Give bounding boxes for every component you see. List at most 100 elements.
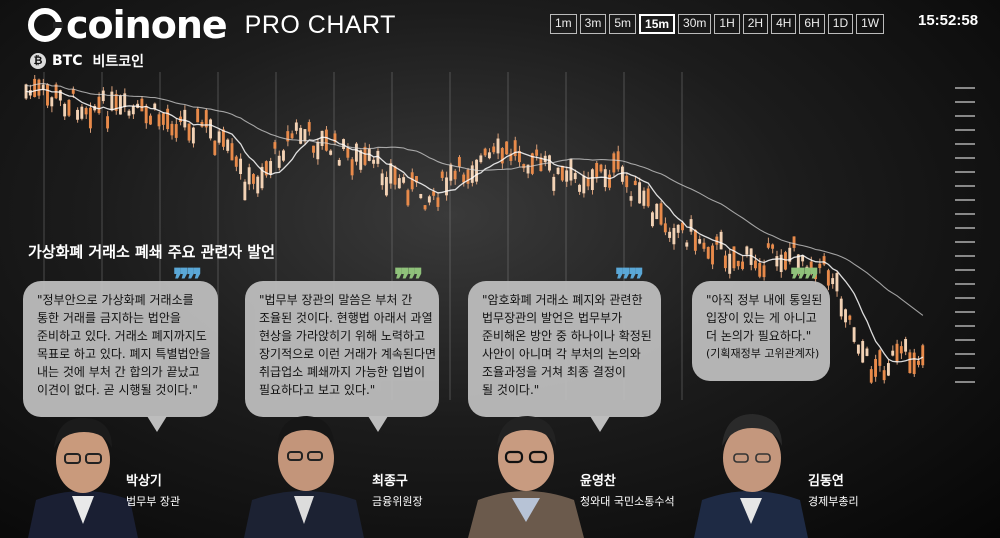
candle-body <box>37 79 41 96</box>
timeframe-button-1H[interactable]: 1H <box>714 14 740 34</box>
candle-body <box>921 345 925 366</box>
moving-average-line <box>25 88 924 363</box>
candle-body <box>801 255 805 262</box>
person-title: 법무부 장관 <box>126 495 181 508</box>
candle-body <box>247 167 251 185</box>
candle-body <box>127 110 131 116</box>
candle-body <box>153 103 157 109</box>
candle-body <box>608 174 611 188</box>
timeframe-selector: 1m 3m 5m 15m 30m 1H 2H 4H 6H 1D 1W <box>550 14 885 34</box>
candle-body <box>526 164 530 174</box>
candle-body <box>728 253 732 274</box>
candle-body <box>337 159 341 166</box>
candle-body <box>556 167 560 175</box>
quote-line: 현상을 가라앉히기 위해 노력하고 <box>259 329 426 343</box>
trading-pair: ₿ BTC 비트코인 <box>30 51 144 71</box>
candle-body <box>844 309 847 323</box>
candle-body <box>380 173 384 186</box>
candle-body <box>256 176 260 194</box>
candle-body <box>518 151 521 163</box>
quote-line: 취급업소 폐쇄까지 가능한 입법이 <box>259 365 426 379</box>
candle-body <box>715 236 719 245</box>
candle-body <box>856 344 860 354</box>
candle-body <box>432 191 436 196</box>
candle-body <box>260 166 264 189</box>
candle-body <box>831 278 835 285</box>
candle-body <box>88 107 92 129</box>
person-portrait-icon <box>468 416 584 538</box>
candle-body <box>149 115 152 125</box>
candle-body <box>513 140 517 157</box>
timeframe-button-1m[interactable]: 1m <box>550 14 577 34</box>
person-caption-2: 최종구 금융위원장 <box>372 470 423 509</box>
timeframe-button-5m[interactable]: 5m <box>609 14 637 34</box>
candle-body <box>324 129 328 151</box>
candle-body <box>436 197 440 207</box>
candle-body <box>71 88 75 94</box>
candle-body <box>286 131 290 142</box>
quote-line: 법무장관의 발언은 법무부가 <box>482 311 623 325</box>
candle-body <box>912 352 916 375</box>
candle-body <box>110 91 114 110</box>
candle-body <box>878 350 882 366</box>
candle-body <box>848 315 852 320</box>
timeframe-button-15m[interactable]: 15m <box>639 14 676 34</box>
candle-body <box>449 164 453 181</box>
candle-body <box>312 145 315 153</box>
timeframe-button-3m[interactable]: 3m <box>579 14 607 34</box>
candle-body <box>835 273 839 292</box>
timeframe-button-4H[interactable]: 4H <box>771 14 797 34</box>
candle-body <box>689 219 693 232</box>
candle-body <box>440 171 444 178</box>
candle-body <box>771 244 775 249</box>
candle-body <box>886 363 890 376</box>
candle-body <box>917 360 920 365</box>
candle-body <box>552 176 556 191</box>
candle-body <box>410 172 414 190</box>
candle-body <box>170 123 174 136</box>
timeframe-button-2H[interactable]: 2H <box>742 14 769 34</box>
candle-body <box>187 123 191 141</box>
timeframe-button-30m[interactable]: 30m <box>678 14 712 34</box>
candle-body <box>402 177 406 183</box>
candle-body <box>294 122 298 131</box>
candle-body <box>67 99 71 116</box>
candle-body <box>483 148 487 156</box>
candle-body <box>230 143 234 161</box>
candle-body <box>629 196 633 201</box>
candle-body <box>809 261 813 271</box>
candle-body <box>427 196 431 203</box>
candle-body <box>457 157 461 167</box>
candle-body <box>166 108 170 130</box>
candle-body <box>50 97 54 107</box>
candle-body <box>114 94 118 111</box>
candle-body <box>213 140 217 155</box>
timeframe-button-6H[interactable]: 6H <box>799 14 825 34</box>
candle-body <box>470 165 474 183</box>
candle-body <box>882 370 886 381</box>
candle-body <box>569 159 573 181</box>
candle-body <box>676 224 680 233</box>
timeframe-button-1D[interactable]: 1D <box>827 14 854 34</box>
candle-body <box>226 139 230 151</box>
pro-chart-label: PRO CHART <box>244 10 396 39</box>
candle-body <box>389 163 393 184</box>
quote-line: 입장이 있는 게 아니고 <box>706 311 817 325</box>
candle-body <box>655 203 659 220</box>
pair-symbol: BTC <box>52 53 83 69</box>
candle-body <box>157 114 161 127</box>
quote-line: 장기적으로 이런 거래가 계속된다면 <box>259 347 437 361</box>
candle-body <box>719 231 723 250</box>
candle-body <box>908 352 912 374</box>
candle-body <box>243 181 247 201</box>
candle-body <box>33 78 37 97</box>
quote-line: 사안이 아니며 각 부처의 논의와 <box>482 347 641 361</box>
headline: 가상화폐 거래소 폐쇄 주요 관련자 발언 <box>28 243 275 261</box>
candle-body <box>651 212 654 227</box>
candle-body <box>869 369 873 383</box>
candle-body <box>633 180 637 186</box>
portrait-choi-jong-ku <box>244 402 364 538</box>
timeframe-button-1W[interactable]: 1W <box>856 14 885 34</box>
